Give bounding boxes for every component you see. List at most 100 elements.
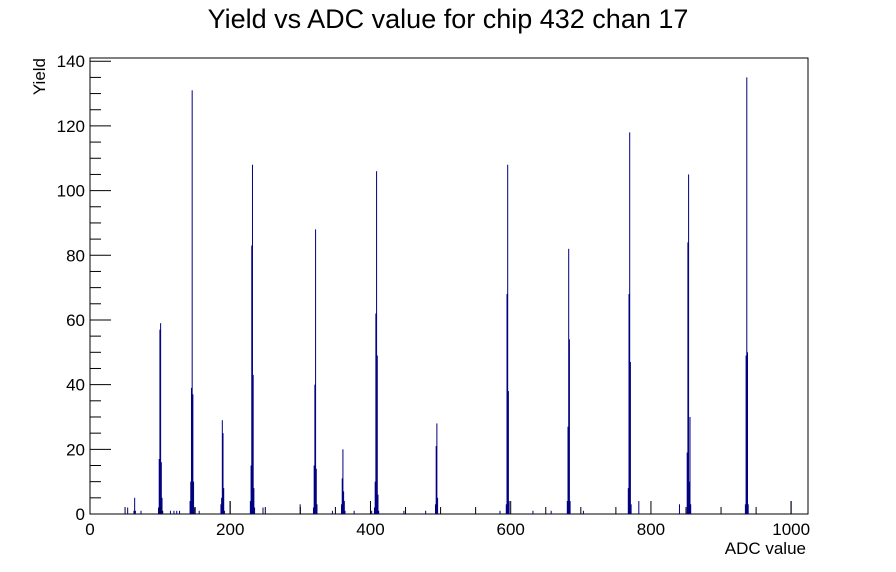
histogram-bin: [376, 355, 378, 514]
histogram-bin: [629, 362, 631, 514]
histogram-bin: [678, 504, 680, 514]
y-tick-label: 140: [57, 52, 85, 71]
histogram-bin: [341, 478, 343, 514]
y-tick-label: 120: [57, 117, 85, 136]
histogram-bin: [582, 510, 584, 514]
histogram-bin: [250, 465, 252, 514]
histogram-bin: [747, 504, 749, 514]
histogram-bin: [343, 491, 345, 514]
histogram-bin: [315, 229, 317, 514]
histogram-bin: [222, 433, 224, 514]
y-axis: 0 20 40 60 80 100 120 140: [57, 52, 111, 524]
y-axis-label: Yield: [30, 58, 49, 95]
histogram-bin: [437, 497, 439, 514]
histogram-bin: [127, 507, 129, 514]
histogram-bin: [686, 452, 688, 514]
histogram-bin: [249, 501, 251, 514]
x-tick-label: 400: [356, 520, 384, 539]
histogram-bin: [689, 416, 691, 514]
histogram-bin: [745, 355, 747, 514]
histogram-bin: [403, 510, 405, 514]
histogram-bin: [262, 507, 264, 514]
y-tick-label: 100: [57, 182, 85, 201]
histogram-bin: [343, 501, 345, 514]
histogram-bin: [344, 510, 346, 514]
histogram-bin: [434, 504, 436, 514]
histogram-bin: [507, 391, 509, 514]
histogram-bin: [688, 481, 690, 514]
histogram-bin: [508, 501, 510, 514]
histogram-bin: [435, 446, 437, 514]
histogram-bin: [173, 510, 175, 514]
histogram-bin: [193, 481, 195, 514]
histogram-bin: [377, 494, 379, 514]
histogram-bin: [569, 501, 571, 514]
histogram-bin: [253, 488, 255, 514]
histogram-bin: [190, 387, 192, 514]
x-tick-label: 600: [497, 520, 525, 539]
x-tick-label: 200: [216, 520, 244, 539]
histogram-bin: [425, 510, 427, 514]
histogram-bin: [378, 510, 380, 514]
histogram-bin: [251, 245, 253, 514]
histogram-bin: [198, 510, 200, 514]
y-tick-label: 60: [66, 311, 85, 330]
histogram-bin: [160, 462, 162, 514]
histogram-bin: [161, 497, 163, 514]
histogram-bin: [436, 423, 438, 514]
histogram-bin: [169, 510, 171, 514]
histogram-bin: [341, 504, 343, 514]
x-tick-label: 1000: [772, 520, 810, 539]
histogram-bin: [568, 248, 570, 514]
histogram-bin: [499, 510, 501, 514]
histogram-bin: [628, 294, 630, 514]
histogram-bin: [191, 90, 193, 514]
x-tick-label: 800: [637, 520, 665, 539]
histogram-bin: [690, 504, 692, 514]
histogram-bin: [744, 504, 746, 514]
histogram-bin: [189, 501, 191, 514]
x-axis-label: ADC value: [725, 539, 806, 558]
histogram-bin: [532, 510, 534, 514]
histogram-bin: [221, 497, 223, 514]
histogram-bin: [376, 171, 378, 514]
y-tick-label: 0: [76, 505, 85, 524]
histogram-bin: [747, 352, 748, 514]
x-tick-label: 0: [85, 520, 94, 539]
histogram-bin: [331, 510, 333, 514]
histogram-bin: [550, 510, 552, 514]
histogram-bin: [627, 488, 629, 514]
histogram-bin: [375, 313, 377, 514]
histogram-bin: [159, 329, 161, 514]
y-tick-label: 80: [66, 246, 85, 265]
x-axis: 0 200 400 600 800 1000: [85, 501, 810, 539]
histogram-bin: [160, 323, 162, 514]
histogram-bin: [567, 426, 569, 514]
histogram-bin: [316, 504, 318, 514]
histogram-bin: [505, 504, 507, 514]
histogram-bin: [373, 507, 375, 514]
histogram-bin: [190, 481, 192, 514]
histogram-bin: [315, 468, 317, 514]
histogram-bin: [254, 507, 256, 514]
y-tick-label: 20: [66, 440, 85, 459]
histogram-bin: [688, 174, 690, 514]
histogram-bin: [312, 507, 314, 514]
histogram-bin: [507, 164, 509, 514]
histogram-bin: [746, 77, 748, 515]
histogram-bars: [127, 77, 792, 515]
histogram-bin: [252, 374, 254, 514]
histogram-bin: [162, 510, 164, 514]
histogram-bin: [353, 510, 355, 514]
histogram-bin: [687, 242, 689, 514]
histogram-bin: [251, 164, 253, 514]
histogram-bin: [220, 504, 222, 514]
histogram-bin: [566, 501, 568, 514]
histogram-bin: [140, 510, 142, 514]
histogram-bin: [134, 497, 136, 514]
histogram-bin: [223, 510, 225, 514]
histogram-bin: [638, 501, 640, 514]
histogram-bin: [568, 339, 570, 514]
histogram-bin: [193, 507, 195, 514]
